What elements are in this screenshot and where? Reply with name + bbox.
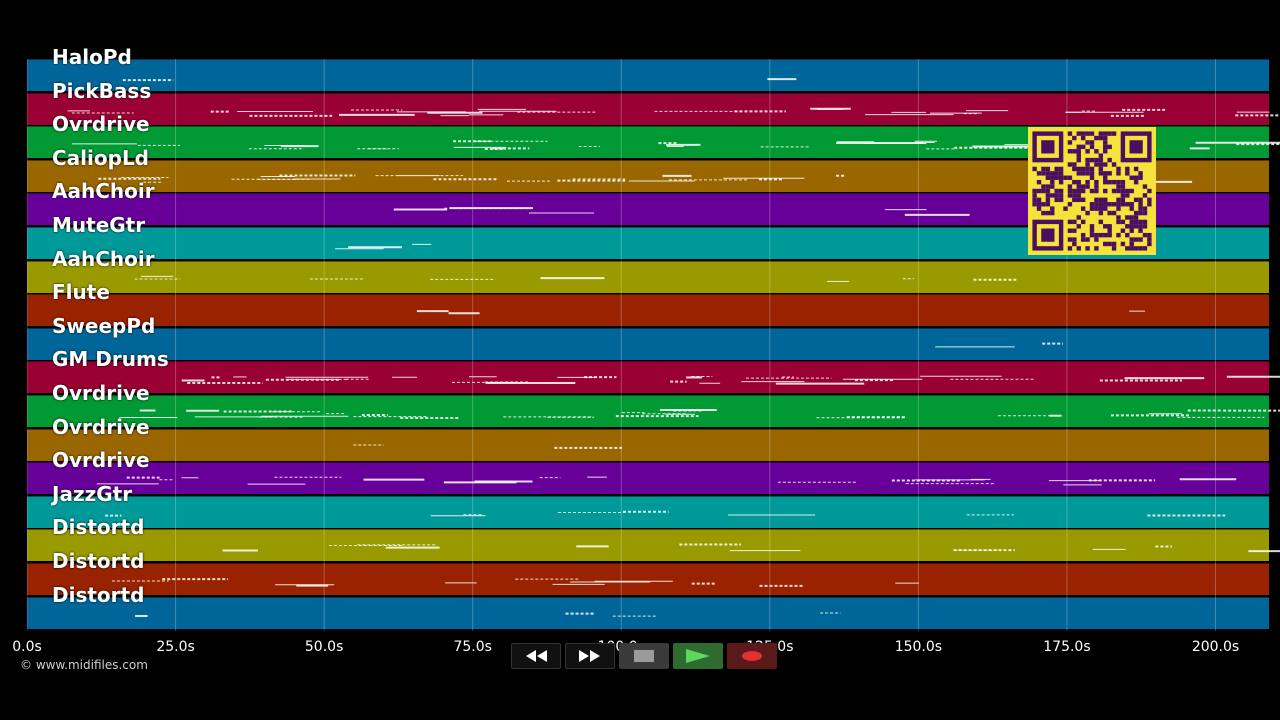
track-label: JazzGtr — [52, 481, 133, 506]
track-lane — [27, 294, 1269, 327]
note-marks — [935, 342, 1063, 348]
note-marks — [96, 476, 1237, 486]
time-tick-label: 50.0s — [304, 639, 344, 655]
track-lane — [27, 529, 1280, 562]
track-lane — [27, 428, 1269, 461]
stop-icon — [634, 650, 654, 662]
track-label: MuteGtr — [52, 213, 146, 237]
track-label: GM Drums — [52, 347, 169, 372]
time-tick-label: 75.0s — [453, 639, 492, 655]
track-lane — [27, 59, 1269, 91]
time-tick-label: 175.0s — [1043, 639, 1091, 655]
note-marks — [222, 543, 1280, 553]
track-lane — [27, 260, 1269, 293]
note-marks — [134, 275, 1017, 282]
note-marks — [122, 78, 797, 82]
track-label: Distortd — [52, 549, 145, 573]
rewind-icon — [526, 650, 547, 662]
copyright-text: © www.midifiles.com — [20, 658, 148, 672]
track-label: Flute — [52, 280, 110, 305]
record-button[interactable] — [727, 643, 777, 669]
track-label: AahChoir — [52, 179, 155, 204]
note-marks — [135, 612, 841, 617]
qr-code — [1028, 127, 1156, 255]
time-tick-label: 150.0s — [894, 639, 943, 655]
play-icon — [686, 649, 710, 663]
track-lane — [27, 361, 1280, 394]
track-label: PickBass — [52, 78, 152, 103]
track-label: HaloPd — [52, 45, 132, 69]
time-tick-label: 200.0s — [1191, 639, 1240, 655]
track-label: Ovrdrive — [52, 414, 150, 439]
track-label: SweepPd — [52, 313, 156, 338]
track-lanes — [27, 59, 1280, 631]
track-label: Distortd — [52, 582, 145, 607]
track-lane — [27, 92, 1280, 125]
transport-controls — [511, 643, 777, 669]
stop-button[interactable] — [619, 643, 669, 669]
note-marks — [98, 174, 1193, 183]
track-lane — [27, 563, 1269, 595]
track-label: Distortd — [52, 515, 145, 540]
time-tick-label: 0.0s — [12, 639, 42, 655]
fast-forward-icon — [579, 650, 600, 662]
note-marks — [71, 140, 1280, 151]
record-icon — [742, 651, 762, 661]
note-marks — [353, 444, 622, 449]
track-lane — [27, 462, 1269, 495]
track-label: CaliopLd — [52, 145, 150, 170]
fast-forward-button[interactable] — [565, 643, 615, 669]
track-lane — [27, 495, 1269, 528]
note-marks — [105, 510, 1226, 517]
note-marks — [393, 207, 970, 217]
track-label: Ovrdrive — [52, 448, 150, 473]
note-marks — [67, 107, 1280, 117]
note-marks — [111, 578, 919, 587]
note-marks — [118, 409, 1280, 419]
note-marks — [416, 310, 1146, 315]
time-tick-label: 25.0s — [156, 639, 195, 655]
track-lane — [27, 395, 1280, 427]
track-lane — [27, 327, 1269, 360]
track-label: AahChoir — [52, 246, 155, 271]
track-lane — [27, 596, 1269, 629]
track-label: Ovrdrive — [52, 381, 150, 405]
track-label: Ovrdrive — [52, 112, 150, 137]
play-button[interactable] — [673, 643, 723, 669]
rewind-button[interactable] — [511, 643, 561, 669]
note-marks — [335, 243, 432, 250]
note-marks — [181, 376, 1280, 386]
